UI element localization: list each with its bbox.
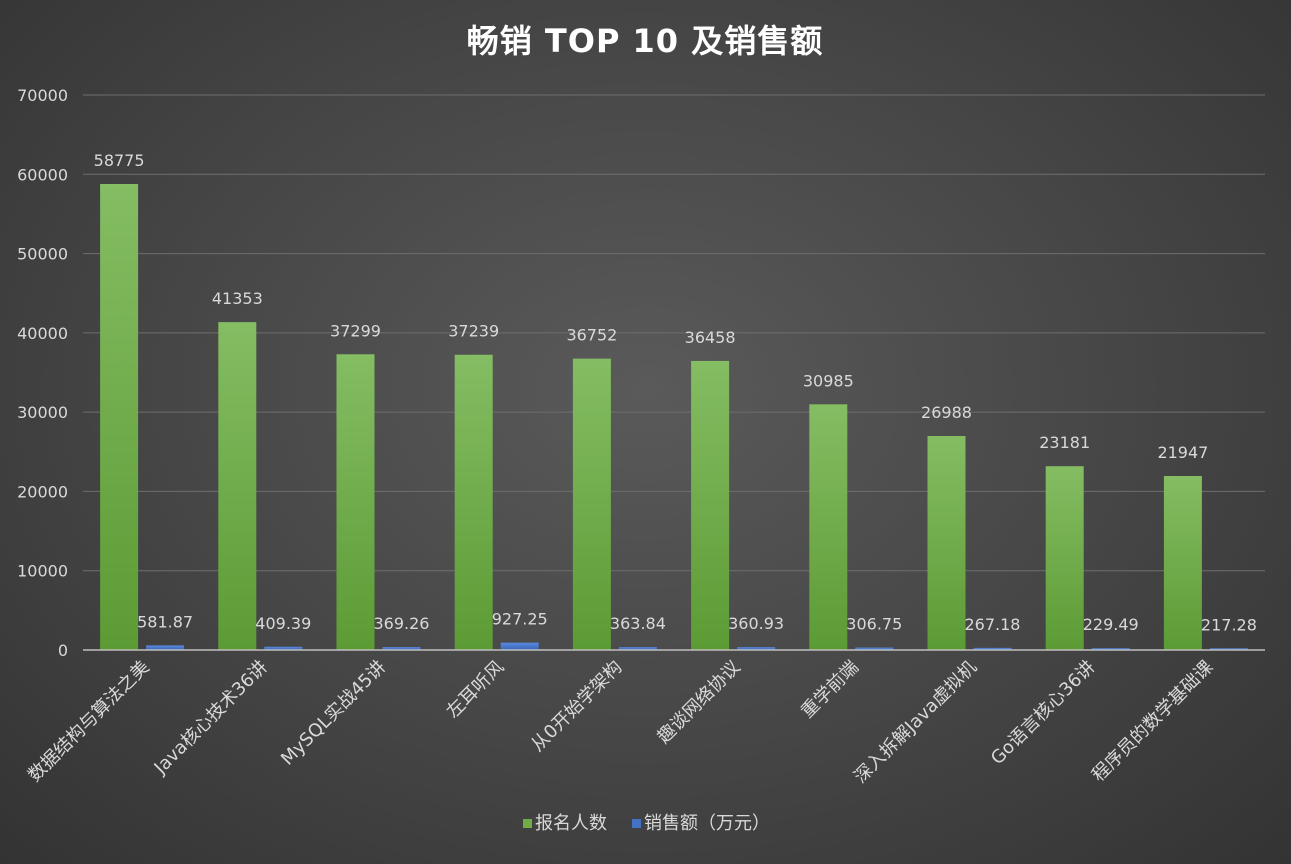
data-label-enrollment: 41353 <box>212 289 263 308</box>
bar-enrollment <box>454 354 493 650</box>
data-label-sales: 409.39 <box>255 614 311 633</box>
bar-enrollment <box>691 360 730 650</box>
bar-enrollment <box>1163 475 1202 650</box>
y-tick-label: 10000 <box>17 562 68 581</box>
data-label-sales: 267.18 <box>965 615 1021 634</box>
y-tick-label: 20000 <box>17 482 68 501</box>
x-category-label: 左耳听风 <box>442 657 508 723</box>
bar-enrollment <box>336 354 375 650</box>
bar-sales <box>855 647 894 650</box>
bar-sales <box>973 647 1012 650</box>
bar-sales <box>146 645 185 650</box>
x-category-label: 趣谈网络协议 <box>653 657 744 748</box>
y-tick-label: 0 <box>58 641 68 660</box>
data-label-sales: 363.84 <box>610 614 666 633</box>
bar-sales <box>1209 648 1248 650</box>
legend: 报名人数 销售额（万元） <box>523 813 770 834</box>
data-label-sales: 927.25 <box>492 610 548 629</box>
y-tick-label: 30000 <box>17 403 68 422</box>
data-label-enrollment: 37299 <box>330 321 381 340</box>
x-category-label: 从0开始学架构 <box>527 657 626 756</box>
bar-enrollment <box>809 404 848 650</box>
x-category-label: 重学前端 <box>797 657 863 723</box>
data-label-enrollment: 36752 <box>566 326 617 345</box>
y-tick-label: 70000 <box>17 86 68 105</box>
data-label-enrollment: 37239 <box>448 322 499 341</box>
data-label-enrollment: 36458 <box>685 328 736 347</box>
y-tick-label: 60000 <box>17 165 68 184</box>
gridlines <box>83 94 1265 572</box>
data-label-enrollment: 26988 <box>921 403 972 422</box>
bar-sales <box>618 647 657 650</box>
data-label-sales: 581.87 <box>137 612 193 631</box>
legend-swatch-sales <box>632 819 641 828</box>
data-label-enrollment: 30985 <box>803 371 854 390</box>
bar-enrollment <box>927 436 966 650</box>
data-label-enrollment: 21947 <box>1157 443 1208 462</box>
data-label-sales: 369.26 <box>374 614 430 633</box>
x-category-label: MySQL实战45讲 <box>277 657 390 770</box>
bar-sales <box>737 647 776 650</box>
bar-enrollment <box>100 183 139 650</box>
legend-swatch-enrollment <box>523 819 532 828</box>
x-category-label: Java核心技术36讲 <box>150 657 272 779</box>
data-label-enrollment: 58775 <box>94 151 145 170</box>
bar-enrollment <box>218 322 257 650</box>
x-category-label: Go语言核心36讲 <box>987 657 1099 769</box>
legend-label-enrollment: 报名人数 <box>535 813 607 834</box>
chart-title: 畅销 TOP 10 及销售额 <box>467 22 823 60</box>
y-tick-label: 40000 <box>17 324 68 343</box>
bar-enrollment <box>1045 466 1084 650</box>
data-label-sales: 229.49 <box>1083 615 1139 634</box>
data-labels: 58775 581.87 41353 409.39 37299 369.26 37239 92… <box>94 151 1257 634</box>
x-category-label: 数据结构与算法之美 <box>24 657 153 786</box>
data-label-sales: 360.93 <box>728 614 784 633</box>
data-label-sales: 217.28 <box>1201 615 1257 634</box>
y-tick-label: 50000 <box>17 245 68 264</box>
bar-sales <box>1091 648 1130 650</box>
bar-sales <box>264 646 303 650</box>
y-axis-ticks: 0 10000 20000 30000 40000 50000 60000 70000 <box>17 86 68 660</box>
x-category-label: 程序员的数学基础课 <box>1088 657 1217 786</box>
x-category-label: 深入拆解Java虚拟机 <box>850 657 981 788</box>
data-label-enrollment: 23181 <box>1039 433 1090 452</box>
bar-enrollment <box>572 358 611 650</box>
bars <box>100 183 1248 650</box>
bar-sales <box>500 642 539 650</box>
legend-label-sales: 销售额（万元） <box>644 813 770 834</box>
data-label-sales: 306.75 <box>846 615 902 634</box>
bar-sales <box>382 647 421 650</box>
